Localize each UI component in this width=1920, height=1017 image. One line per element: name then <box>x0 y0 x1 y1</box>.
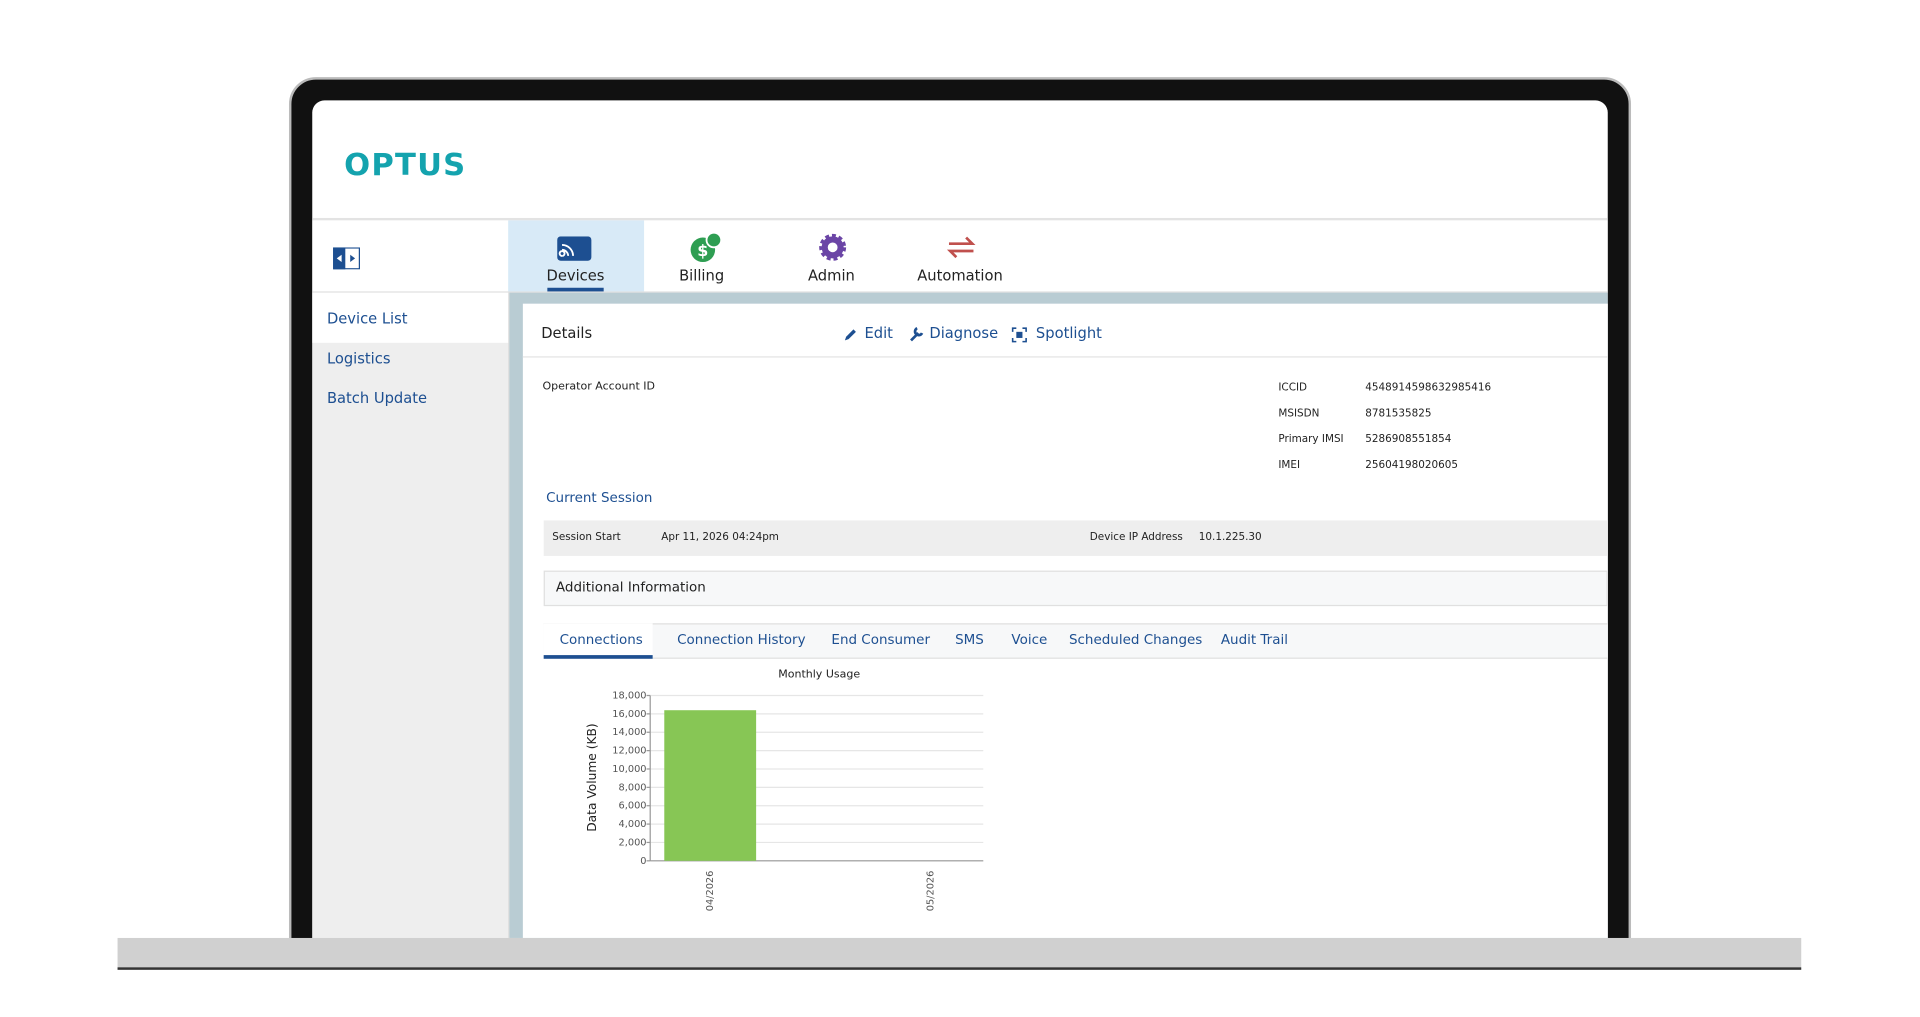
sidebar-item[interactable]: Batch Update <box>326 389 428 407</box>
y-tick-label: 0 <box>640 856 646 867</box>
session-label: Session Start <box>552 531 621 544</box>
action-link[interactable]: Edit <box>864 324 893 342</box>
field-label: ICCID <box>1278 382 1308 395</box>
session-value: Apr 11, 2026 04:24pm <box>661 531 779 544</box>
spotlight-icon <box>1011 327 1027 343</box>
y-tick-label: 14,000 <box>612 727 646 738</box>
x-tick-label: 04/2026 <box>705 871 716 912</box>
action-link[interactable]: Spotlight <box>1035 324 1102 342</box>
bar <box>664 710 757 861</box>
field-label: MSISDN <box>1278 407 1320 421</box>
automation-icon <box>946 236 976 259</box>
chart-title: Monthly Usage <box>778 668 860 681</box>
y-axis-label: Data Volume (KB) <box>585 723 599 831</box>
tab-bar <box>543 623 1608 659</box>
active-tab-underline <box>547 287 604 292</box>
panel-divider <box>522 356 1608 358</box>
detail-tab[interactable]: End Consumer <box>831 631 931 648</box>
additional-box[interactable] <box>543 570 1608 607</box>
x-tick-label: 05/2026 <box>926 871 937 912</box>
session-label: Device IP Address <box>1089 531 1183 544</box>
field-value: 25604198020605 <box>1365 459 1459 472</box>
sidebar-toggle-icon[interactable] <box>333 247 361 270</box>
sidebar-first-bg <box>312 292 509 343</box>
y-tick-label: 2,000 <box>619 837 647 848</box>
nav-bar: $ Devices Billing Admin Automation <box>312 220 1608 293</box>
billing-icon: $ <box>690 231 723 263</box>
y-tick-label: 6,000 <box>619 801 647 812</box>
additional-title[interactable]: Additional Information <box>555 579 706 596</box>
y-tick-label: 8,000 <box>619 782 647 793</box>
field-label: Primary IMSI <box>1278 433 1344 446</box>
logo: OPTUS <box>344 146 467 183</box>
nav-tab[interactable]: Devices <box>546 266 605 285</box>
sidebar: Device List Logistics Batch Update <box>312 292 510 938</box>
devices-icon <box>557 236 592 261</box>
y-tick-label: 12,000 <box>612 746 646 757</box>
laptop-base <box>117 937 1802 970</box>
session-value: 10.1.225.30 <box>1198 531 1262 544</box>
details-title: Details <box>541 324 593 342</box>
admin-icon <box>819 233 847 261</box>
detail-tab[interactable]: Connection History <box>677 631 806 648</box>
y-tick-label: 16,000 <box>612 709 646 720</box>
y-tick-label: 10,000 <box>612 764 646 775</box>
edit-icon <box>844 329 856 341</box>
chart: Monthly Usage Data Volume (KB) 0 2,000 4,0… <box>585 668 984 912</box>
section-title: Current Session <box>546 489 653 506</box>
y-tick-label: 4,000 <box>619 819 647 830</box>
nav-tab[interactable]: Admin <box>808 266 855 285</box>
sidebar-item[interactable]: Device List <box>326 309 408 327</box>
field-label: Operator Account ID <box>542 380 656 394</box>
detail-tab[interactable]: Connections <box>559 631 643 648</box>
detail-tab[interactable]: SMS <box>955 631 984 648</box>
action-link[interactable]: Diagnose <box>929 324 999 342</box>
tab-active-bg <box>543 623 653 659</box>
y-tick-label: 18,000 <box>612 691 646 702</box>
nav-tab[interactable]: Billing <box>679 266 725 285</box>
svg-text:$: $ <box>697 241 708 260</box>
session-row <box>543 520 1608 556</box>
field-label: IMEI <box>1278 459 1301 472</box>
detail-tab[interactable]: Audit Trail <box>1220 631 1288 648</box>
field-value: 5286908551854 <box>1365 433 1452 446</box>
nav-tab[interactable]: Automation <box>917 266 1003 285</box>
detail-tab[interactable]: Voice <box>1011 631 1048 648</box>
sidebar-item[interactable]: Logistics <box>326 350 391 368</box>
field-value: 4548914598632985416 <box>1365 382 1492 395</box>
detail-tab[interactable]: Scheduled Changes <box>1068 631 1203 648</box>
diagnose-icon <box>910 326 924 342</box>
field-value: 8781535825 <box>1365 407 1432 421</box>
header-divider <box>312 217 1608 221</box>
